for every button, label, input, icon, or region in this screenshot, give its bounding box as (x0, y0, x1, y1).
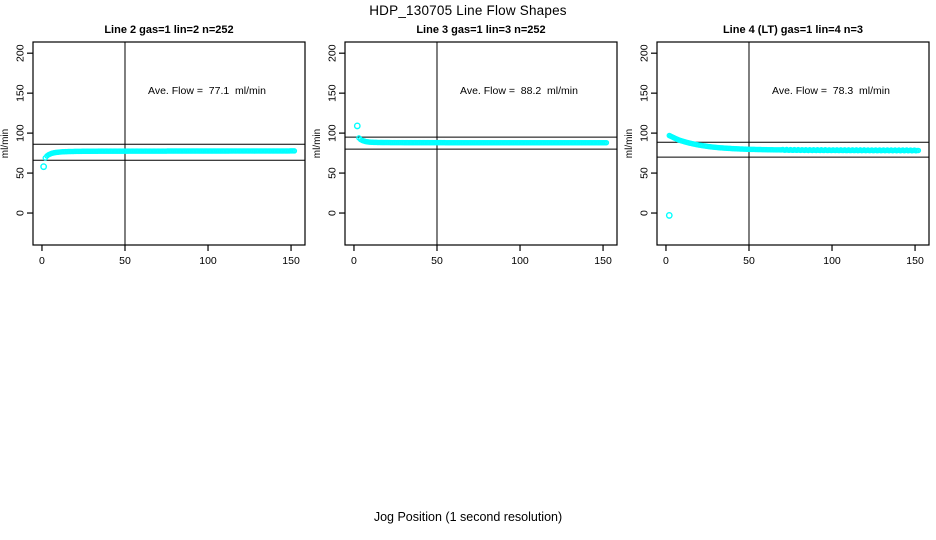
svg-text:0: 0 (663, 255, 669, 267)
panel-line-2: Line 2 gas=1 lin=2 n=252 0 50 100 150 200 ml/… (0, 20, 312, 300)
svg-text:0: 0 (327, 210, 339, 216)
panel-line-4-title: Line 4 (LT) gas=1 lin=4 n=3 (722, 24, 864, 36)
svg-text:150: 150 (639, 84, 651, 102)
panels-row: Line 2 gas=1 lin=2 n=252 0 50 100 150 200 ml/… (0, 20, 936, 300)
panel-line-3: Line 3 gas=1 lin=3 n=252 0 50 100 150 200 ml/… (312, 20, 624, 300)
svg-text:150: 150 (327, 84, 339, 102)
svg-text:ml/min: ml/min (0, 129, 11, 158)
svg-text:0: 0 (351, 255, 357, 267)
svg-text:150: 150 (594, 255, 612, 267)
svg-text:100: 100 (327, 124, 339, 142)
svg-text:50: 50 (119, 255, 131, 267)
figure-title: HDP_130705 Line Flow Shapes (369, 3, 567, 18)
svg-text:150: 150 (15, 84, 27, 102)
panel-line-4-ave-flow-annotation: Ave. Flow = 78.3 ml/min (772, 85, 890, 97)
panel-line-4: Line 4 (LT) gas=1 lin=4 n=3 0 50 100 150 200… (624, 20, 936, 300)
panel-line-3-title: Line 3 gas=1 lin=3 n=252 (416, 24, 546, 36)
svg-text:100: 100 (511, 255, 529, 267)
svg-text:50: 50 (431, 255, 443, 267)
svg-text:ml/min: ml/min (312, 129, 323, 158)
panel-line-2-title: Line 2 gas=1 lin=2 n=252 (104, 24, 234, 36)
panel-line-3-ave-flow-annotation: Ave. Flow = 88.2 ml/min (460, 85, 578, 97)
svg-text:50: 50 (15, 167, 27, 179)
svg-text:200: 200 (15, 44, 27, 62)
svg-text:100: 100 (199, 255, 217, 267)
svg-text:0: 0 (639, 210, 651, 216)
svg-text:150: 150 (282, 255, 300, 267)
panel-line-3-plot: 0 50 100 150 200 ml/min 0 50 100 150 (312, 41, 618, 267)
svg-text:50: 50 (327, 167, 339, 179)
svg-text:50: 50 (743, 255, 755, 267)
svg-text:50: 50 (639, 167, 651, 179)
svg-text:150: 150 (906, 255, 924, 267)
svg-text:200: 200 (327, 44, 339, 62)
svg-text:100: 100 (15, 124, 27, 142)
x-axis-label: Jog Position (1 second resolution) (373, 510, 563, 524)
svg-text:0: 0 (39, 255, 45, 267)
panel-line-4-plot: 0 50 100 150 200 ml/min 0 50 100 150 (624, 41, 930, 267)
panel-line-2-plot: 0 50 100 150 200 ml/min 0 50 100 150 (0, 41, 306, 267)
panel-line-2-ave-flow-annotation: Ave. Flow = 77.1 ml/min (148, 85, 266, 97)
svg-text:200: 200 (639, 44, 651, 62)
svg-text:ml/min: ml/min (624, 129, 635, 158)
svg-text:100: 100 (823, 255, 841, 267)
svg-text:0: 0 (15, 210, 27, 216)
svg-text:100: 100 (639, 124, 651, 142)
